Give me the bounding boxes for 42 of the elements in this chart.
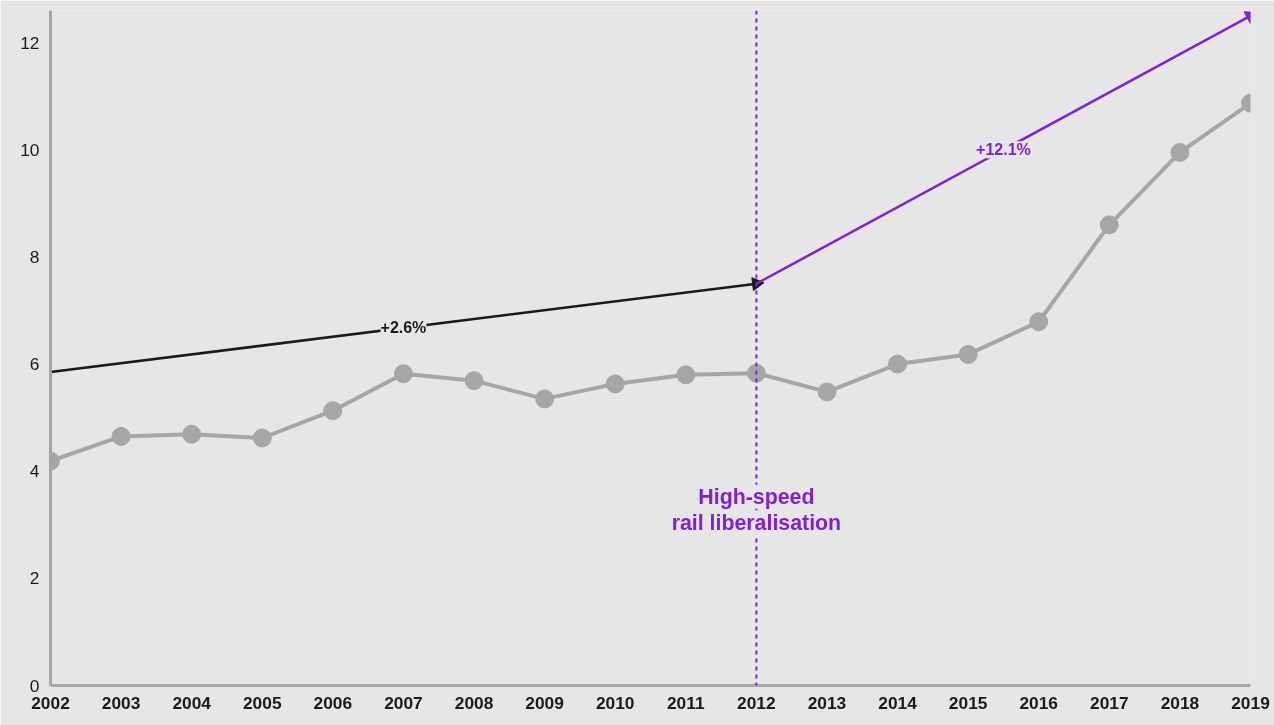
point: [323, 401, 343, 421]
x-tick-label: 2009: [525, 692, 564, 713]
x-tick-label: 2011: [667, 692, 705, 713]
point: [182, 424, 202, 444]
point: [1099, 215, 1119, 235]
point: [746, 363, 766, 383]
point: [605, 374, 625, 394]
x-tick-label: 2012: [737, 692, 776, 713]
x-tick-label: 2003: [101, 692, 141, 713]
point: [958, 344, 978, 364]
x-tick-label: 2019: [1231, 692, 1270, 713]
x-tick-label: 2014: [878, 692, 918, 713]
point: [464, 371, 484, 391]
x-tick-label: 2017: [1090, 692, 1129, 713]
point: [888, 354, 908, 374]
y-tick-label: 8: [29, 246, 40, 267]
x-tick-label: 2018: [1160, 692, 1200, 713]
point: [111, 426, 131, 446]
ref-line-label: High-speed rail liberalisation: [671, 484, 842, 535]
x-tick-label: 2006: [313, 692, 353, 713]
x-tick-label: 2004: [172, 692, 212, 713]
y-tick-label: 2: [29, 568, 40, 589]
annotation: +12.1%: [976, 141, 1031, 159]
x-tick-label: 2005: [242, 692, 282, 713]
x-tick-label: 2007: [384, 692, 423, 713]
point: [817, 382, 837, 402]
x-tick-label: 2015: [948, 692, 988, 713]
y-tick-label: 12: [20, 32, 40, 53]
point: [1029, 312, 1049, 332]
point: [535, 389, 555, 409]
point: [252, 428, 272, 448]
point: [1170, 142, 1190, 162]
x-tick-label: 2010: [595, 692, 635, 713]
y-tick-label: 4: [29, 461, 40, 482]
y-tick-label: 6: [29, 354, 40, 375]
x-tick-label: 2016: [1019, 692, 1059, 713]
x-tick-label: 2008: [454, 692, 494, 713]
x-tick-label: 2013: [807, 692, 847, 713]
point: [393, 364, 413, 384]
y-tick-label: 10: [20, 139, 40, 160]
annotation: +2.6%: [380, 319, 427, 337]
point: [676, 365, 696, 385]
